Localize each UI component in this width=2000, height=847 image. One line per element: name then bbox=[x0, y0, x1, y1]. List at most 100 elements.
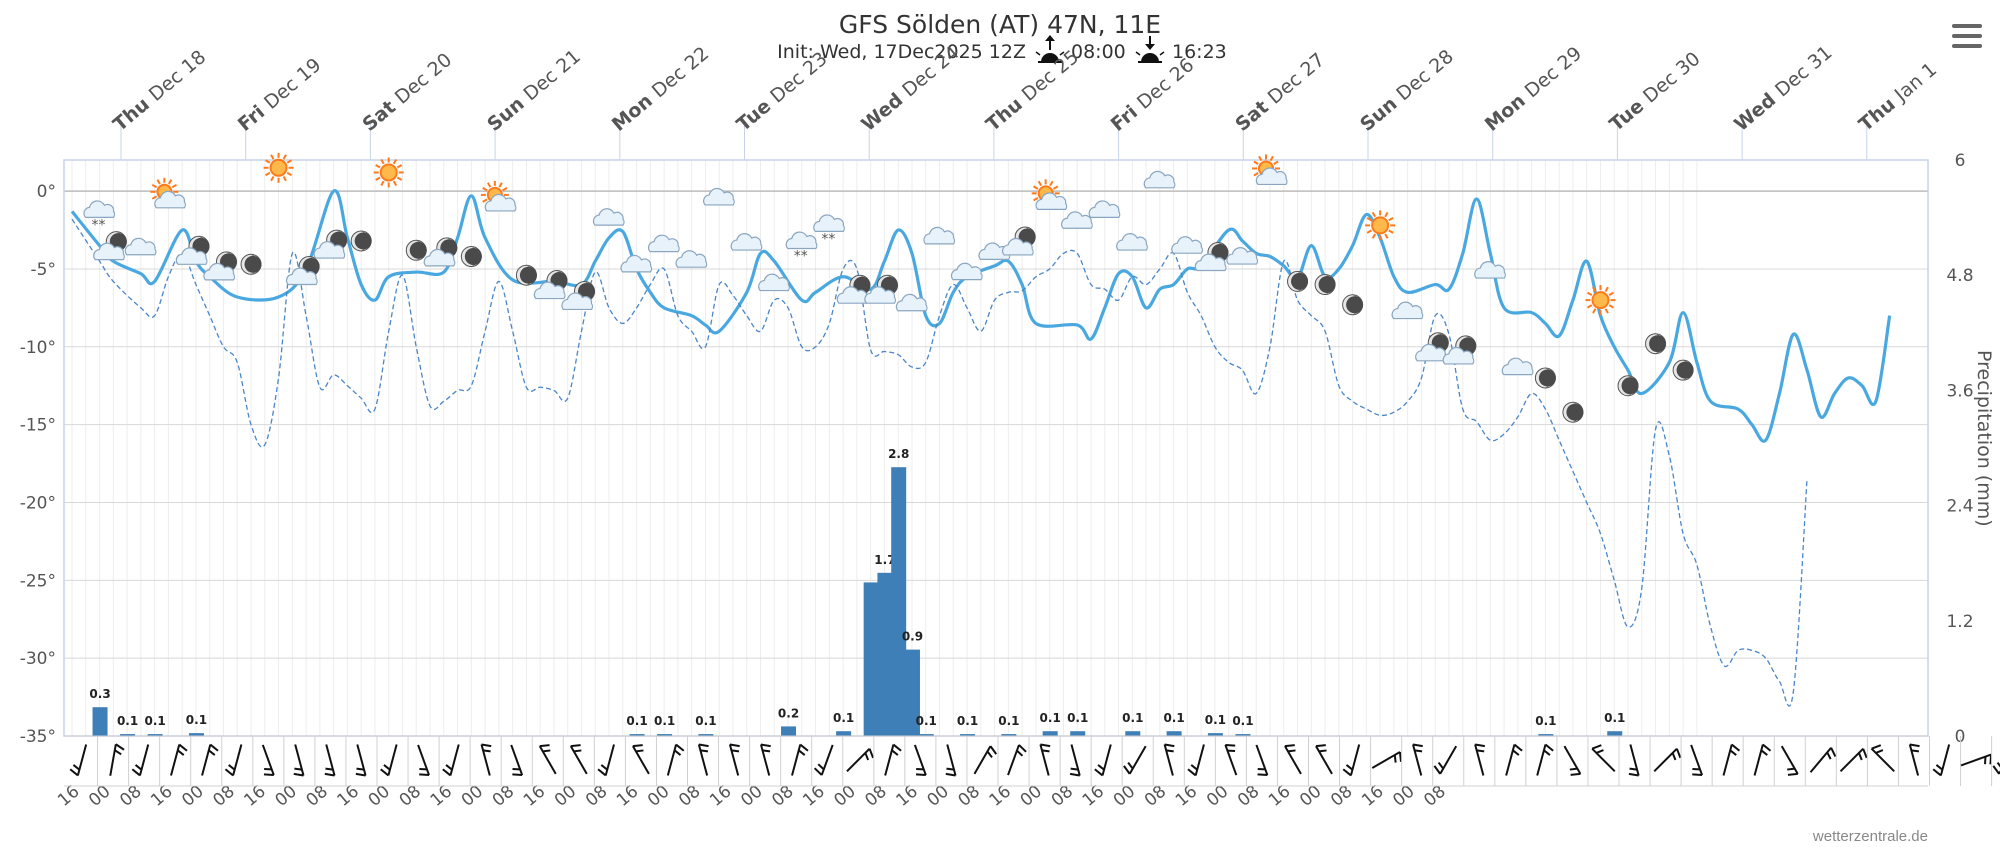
day-date: Dec 18 bbox=[145, 46, 210, 106]
precip-label: 2.8 bbox=[888, 447, 909, 461]
wind-barb-icon bbox=[1992, 745, 2000, 775]
precip-label: 0.1 bbox=[998, 714, 1019, 728]
precip-bar bbox=[891, 467, 907, 736]
precip-label: 0.1 bbox=[1232, 714, 1253, 728]
wind-barb-icon bbox=[1224, 743, 1238, 776]
moon-cloud-icon bbox=[864, 274, 898, 304]
y-right-tick-label: 4.8 bbox=[1946, 266, 1973, 286]
moon-icon bbox=[460, 246, 482, 268]
precip-label: 0.9 bbox=[902, 630, 923, 644]
y-tick-label: -35° bbox=[20, 727, 56, 747]
moon-icon bbox=[350, 230, 372, 252]
cloud-snow-icon: ** bbox=[813, 214, 845, 247]
weather-icon-layer: ** ** ** bbox=[83, 152, 1694, 423]
y-tick-label: -25° bbox=[20, 571, 56, 591]
y-tick-label: 0° bbox=[37, 182, 56, 202]
precip-label: 0.1 bbox=[916, 714, 937, 728]
svg-text:**: ** bbox=[794, 249, 808, 265]
wind-barb-icon bbox=[973, 745, 998, 775]
precip-bar bbox=[188, 733, 204, 736]
wind-barb-icon bbox=[201, 743, 219, 776]
sun-cloud-icon bbox=[1251, 154, 1288, 186]
wind-barb-icon bbox=[1505, 743, 1523, 776]
svg-text:**: ** bbox=[821, 231, 835, 247]
day-date: Dec 29 bbox=[1521, 42, 1586, 102]
moon-cloud-icon bbox=[175, 235, 210, 265]
precip-label: 0.1 bbox=[1067, 711, 1088, 725]
cloud-icon bbox=[950, 262, 983, 281]
day-label: Thu Jan 1 bbox=[1855, 59, 1941, 136]
cloud-icon bbox=[124, 237, 157, 256]
moon-cloud-icon bbox=[93, 231, 127, 261]
day-label: Fri Dec 26 bbox=[1107, 54, 1199, 136]
day-date: Dec 31 bbox=[1771, 42, 1836, 102]
precip-label: 0.1 bbox=[833, 711, 854, 725]
wind-barb-icon bbox=[1690, 744, 1704, 777]
wind-barb-icon bbox=[170, 743, 188, 776]
precip-label: 0.1 bbox=[186, 713, 207, 727]
precip-label: 0.1 bbox=[1163, 711, 1184, 725]
moon-icon bbox=[515, 264, 537, 286]
wind-barb-icon bbox=[697, 743, 709, 776]
precip-bar bbox=[836, 731, 852, 736]
sun-cloud-icon bbox=[480, 180, 517, 212]
moon-icon bbox=[1534, 367, 1556, 389]
precip-layer: 0.3 0.1 0.1 0.1 0.1 0.1 0.1 0.2 0.1 1.7 2.8 0.9 0.1 0… bbox=[89, 447, 1625, 736]
wind-barb-icon bbox=[945, 744, 957, 777]
y-right-tick-label: 2.4 bbox=[1946, 497, 1973, 517]
y-right-tick-label: 6 bbox=[1955, 151, 1966, 171]
wind-barb-icon bbox=[1123, 745, 1147, 775]
cloud-icon bbox=[1171, 236, 1203, 254]
precip-bar bbox=[120, 734, 136, 736]
wind-barb-icon bbox=[846, 747, 875, 773]
day-label: Sat Dec 27 bbox=[1231, 49, 1329, 136]
precip-bar bbox=[904, 649, 920, 736]
svg-text:**: ** bbox=[92, 217, 106, 233]
cloud-icon bbox=[730, 233, 763, 251]
cloud-icon bbox=[1061, 211, 1093, 229]
hamburger-menu-icon[interactable] bbox=[1952, 24, 1982, 50]
wind-barb-icon bbox=[1163, 743, 1175, 776]
moon-icon bbox=[1287, 270, 1309, 292]
sunrise-time: 08:00 bbox=[1071, 41, 1126, 63]
precip-bar bbox=[781, 726, 797, 736]
wind-barb-icon bbox=[632, 744, 650, 775]
wind-barb-icon bbox=[1870, 744, 1895, 773]
precip-label: 0.1 bbox=[1040, 711, 1061, 725]
precip-bar bbox=[657, 734, 673, 736]
wind-barb-icon bbox=[728, 743, 740, 776]
precip-label: 0.1 bbox=[626, 714, 647, 728]
day-date: Dec 20 bbox=[391, 49, 456, 109]
day-label: Mon Dec 22 bbox=[608, 42, 713, 135]
precip-bar bbox=[1207, 733, 1223, 736]
precip-label: 0.1 bbox=[1122, 711, 1143, 725]
wind-barb-icon bbox=[1255, 744, 1269, 777]
day-date: Dec 30 bbox=[1639, 48, 1704, 108]
wind-barb-icon bbox=[510, 744, 524, 777]
cloud-icon bbox=[675, 250, 708, 268]
wind-barb-icon bbox=[1094, 744, 1112, 777]
wind-barb-icon bbox=[759, 743, 771, 776]
precip-label: 0.1 bbox=[695, 714, 716, 728]
wind-barb-icon bbox=[1563, 745, 1582, 776]
wind-barb-icon bbox=[355, 744, 367, 777]
wind-barb-icon bbox=[1536, 743, 1554, 776]
moon-cloud-icon bbox=[1002, 226, 1036, 256]
precip-label: 0.1 bbox=[654, 714, 675, 728]
chart-title: GFS Sölden (AT) 47N, 11E bbox=[839, 10, 1161, 39]
sun-cloud-icon bbox=[1031, 179, 1068, 210]
precip-label: 0.1 bbox=[957, 714, 978, 728]
precip-bar bbox=[918, 734, 934, 736]
wind-barb-icon bbox=[1653, 747, 1682, 773]
precip-bar bbox=[1235, 734, 1251, 736]
precip-label: 0.1 bbox=[1205, 713, 1226, 727]
wind-barb-icon bbox=[791, 743, 809, 776]
credit-label: wetterzentrale.de bbox=[1812, 828, 1928, 845]
sun-icon bbox=[373, 157, 404, 188]
day-label: Mon Dec 29 bbox=[1481, 42, 1586, 135]
wind-barb-icon bbox=[1722, 743, 1741, 776]
precip-bar bbox=[1125, 731, 1141, 736]
sun-icon bbox=[263, 152, 294, 183]
precip-bar bbox=[1070, 731, 1086, 736]
